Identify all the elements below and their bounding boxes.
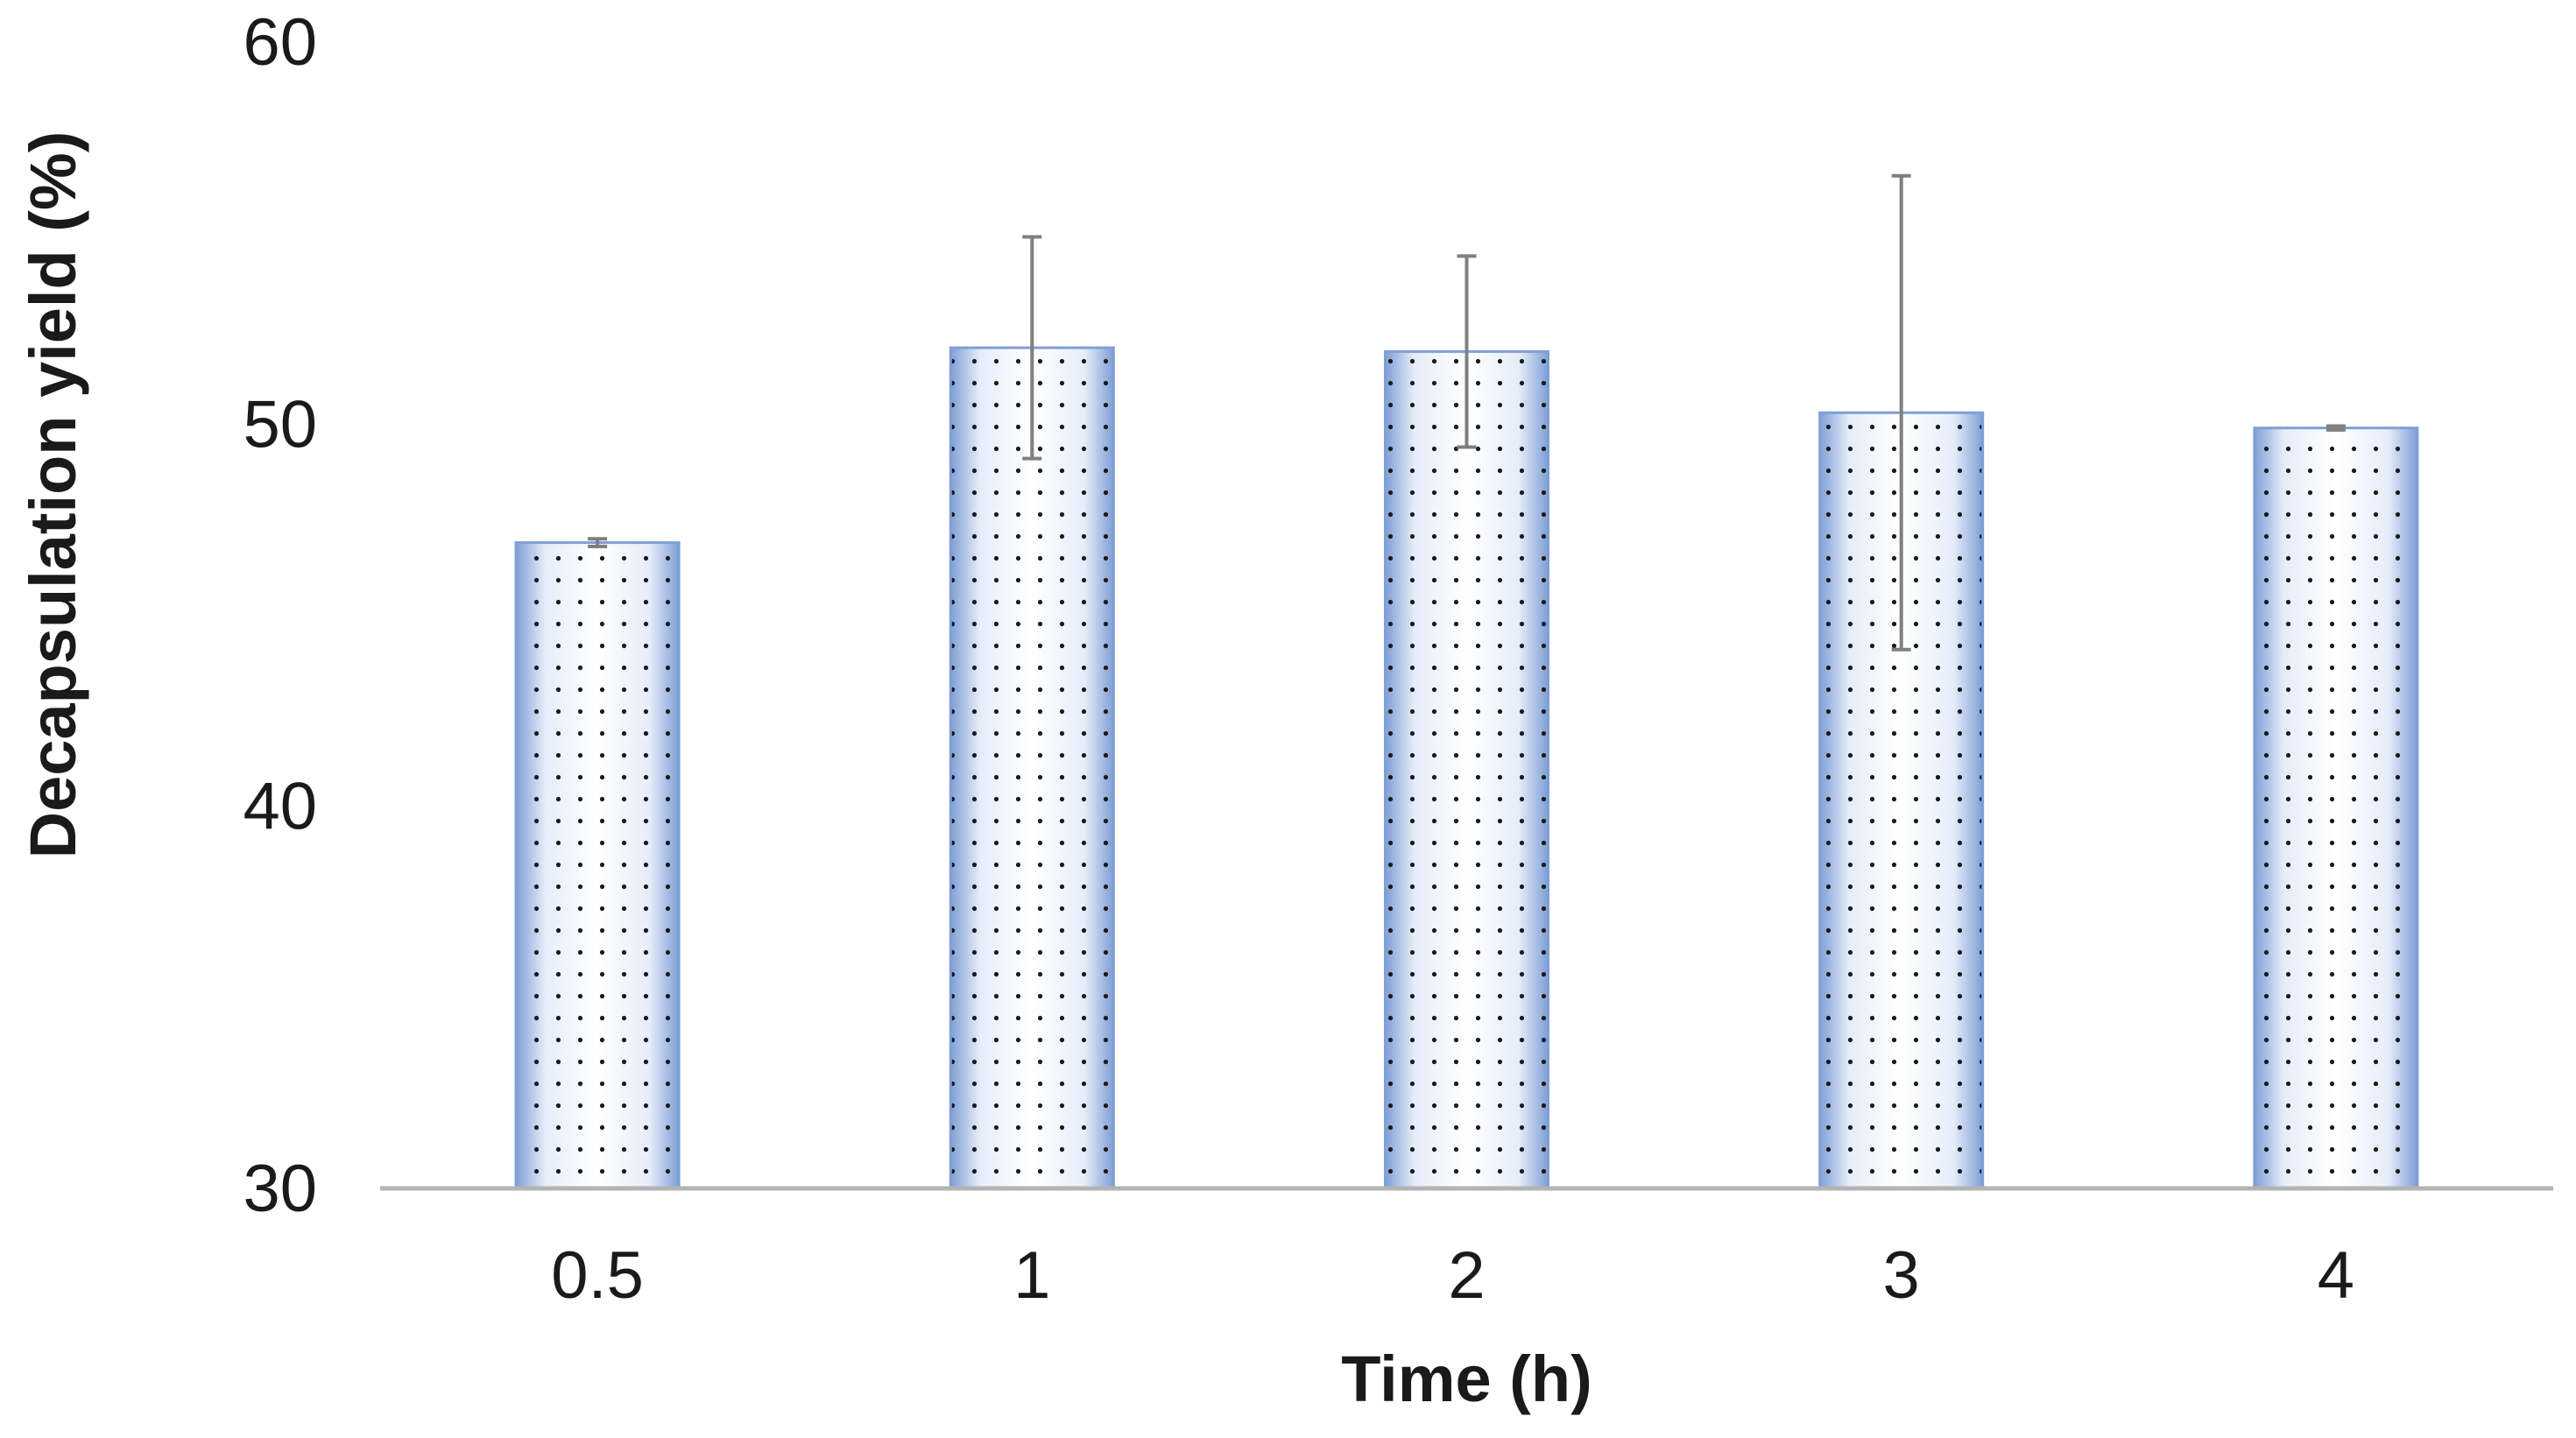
error-bar-4 bbox=[2325, 424, 2346, 432]
y-tick-label: 50 bbox=[243, 387, 317, 462]
x-tick-label: 3 bbox=[1883, 1238, 1920, 1313]
bar-dots bbox=[950, 348, 1114, 1189]
y-tick-label: 40 bbox=[243, 770, 317, 844]
bar-dots bbox=[1385, 351, 1549, 1188]
x-tick-label: 0.5 bbox=[551, 1238, 644, 1313]
x-tick-label: 1 bbox=[1013, 1238, 1050, 1313]
bar-0.5 bbox=[514, 541, 681, 1190]
error-bar-3 bbox=[1891, 173, 1911, 652]
bar-dots bbox=[516, 542, 680, 1188]
bar-3 bbox=[1818, 411, 1985, 1190]
y-tick-label: 30 bbox=[243, 1152, 317, 1226]
error-bar-2 bbox=[1457, 254, 1477, 449]
bar-2 bbox=[1384, 349, 1549, 1190]
error-bar-1 bbox=[1022, 235, 1042, 461]
error-bar-0.5 bbox=[588, 537, 608, 548]
x-tick-labels: 0.5 1 2 3 4 bbox=[551, 1238, 2354, 1313]
bar-4 bbox=[2253, 426, 2419, 1190]
x-tick-label: 2 bbox=[1448, 1238, 1485, 1313]
y-tick-labels: 30 40 50 60 bbox=[243, 5, 317, 1226]
bars-layer bbox=[514, 346, 2419, 1190]
y-axis-title: Decapsulation yield (%) bbox=[17, 131, 89, 859]
bar-dots bbox=[2254, 427, 2417, 1188]
x-axis-title: Time (h) bbox=[1341, 1343, 1591, 1415]
bar-1 bbox=[949, 346, 1115, 1190]
x-tick-label: 4 bbox=[2318, 1238, 2354, 1313]
error-bars-layer bbox=[588, 173, 2346, 652]
y-tick-label: 60 bbox=[243, 5, 317, 80]
